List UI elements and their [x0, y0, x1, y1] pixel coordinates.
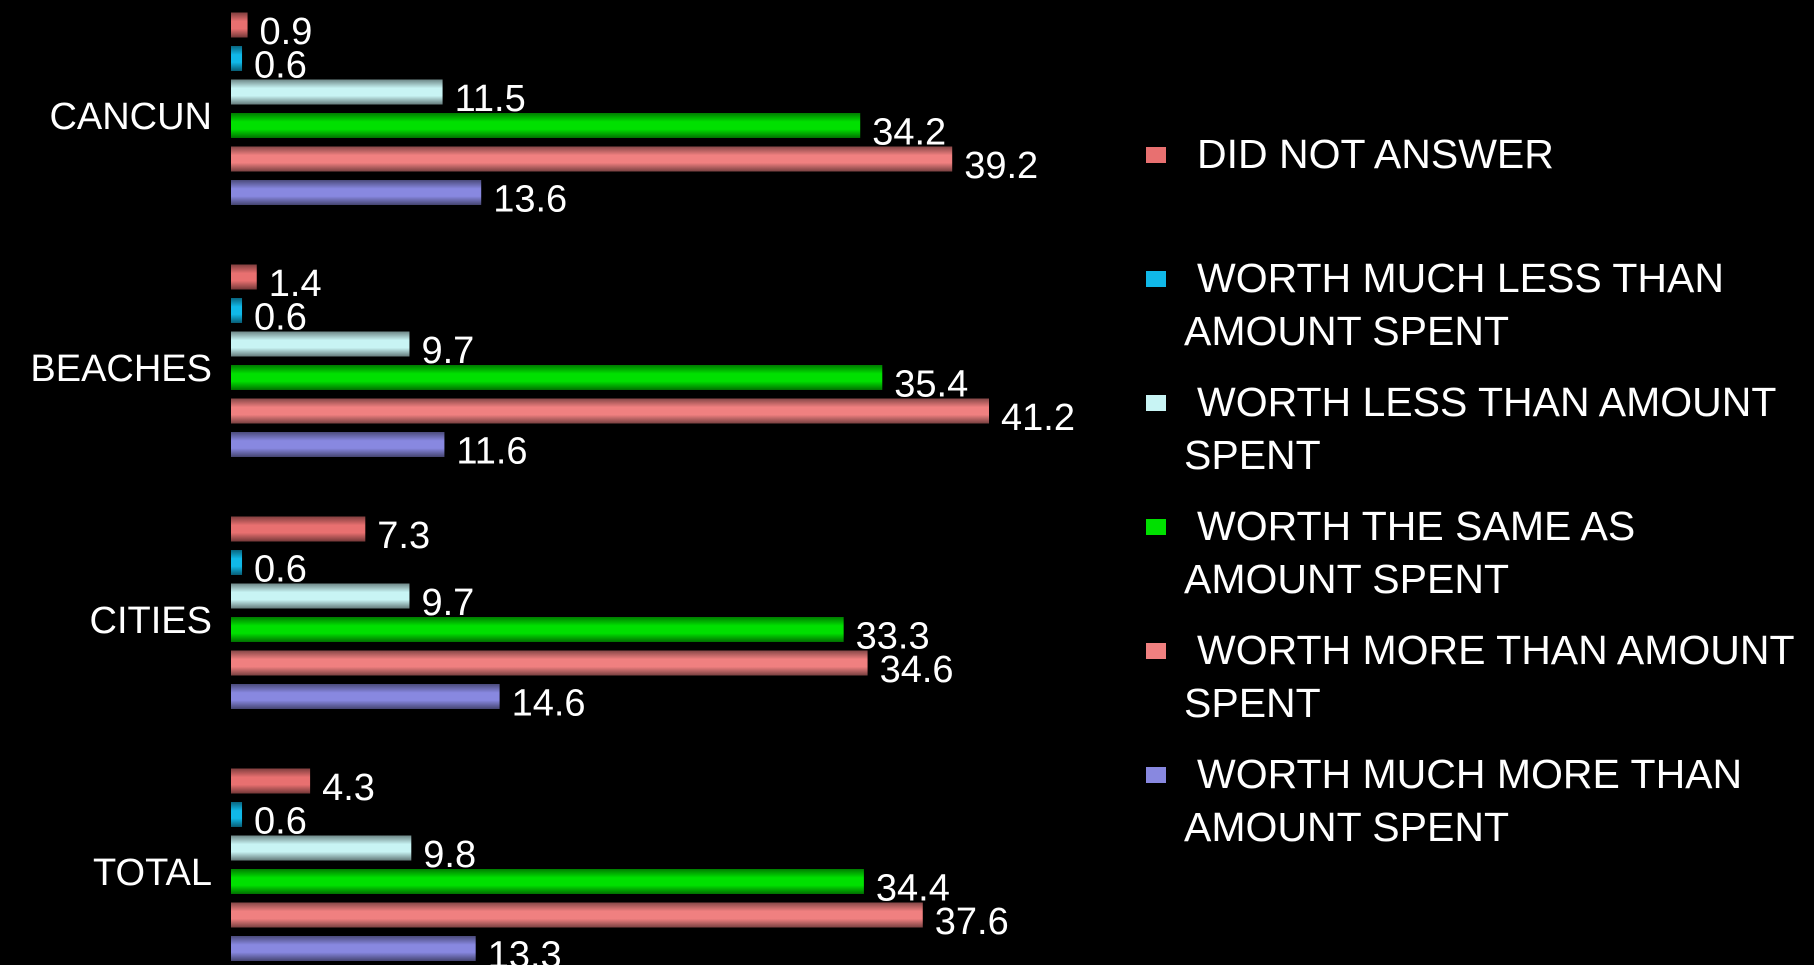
bar [231, 432, 445, 457]
legend-label: WORTH THE SAME AS AMOUNT SPENT [1184, 503, 1636, 602]
bar [231, 768, 311, 794]
value-label: 13.6 [493, 179, 567, 221]
bar [231, 79, 443, 105]
category-label: CANCUN [49, 96, 212, 138]
bar [231, 902, 923, 928]
bar [231, 550, 243, 575]
bar [231, 12, 248, 38]
bar [231, 650, 868, 676]
category-label: TOTAL [93, 852, 212, 894]
bar [231, 46, 243, 71]
legend-label: WORTH MUCH MORE THAN AMOUNT SPENT [1184, 751, 1743, 850]
value-label: 13.3 [488, 935, 562, 965]
value-label: 1.4 [269, 263, 322, 305]
category-label: CITIES [90, 600, 212, 642]
value-label: 37.6 [935, 901, 1009, 943]
legend: DID NOT ANSWER WORTH MUCH LESS THAN AMOUN… [1140, 128, 1810, 872]
bar [231, 113, 861, 138]
bar [231, 298, 243, 323]
value-label: 39.2 [964, 145, 1038, 187]
bar [231, 684, 500, 709]
bar [231, 936, 476, 961]
bar [231, 398, 989, 424]
bar [231, 583, 410, 609]
legend-label: DID NOT ANSWER [1197, 131, 1554, 177]
legend-label: WORTH MUCH LESS THAN AMOUNT SPENT [1184, 255, 1724, 354]
legend-swatch [1146, 643, 1166, 659]
legend-swatch [1146, 395, 1166, 411]
value-label: 4.3 [322, 767, 375, 809]
legend-swatch [1146, 147, 1166, 163]
category-label: BEACHES [30, 348, 212, 390]
legend-item: WORTH LESS THAN AMOUNT SPENT [1140, 376, 1810, 482]
value-label: 34.6 [880, 649, 954, 691]
bar [231, 331, 410, 357]
bar [231, 180, 482, 205]
legend-item: WORTH MUCH LESS THAN AMOUNT SPENT [1140, 252, 1810, 358]
legend-item: DID NOT ANSWER [1140, 128, 1810, 181]
bar [231, 365, 883, 390]
bar [231, 869, 864, 894]
value-label: 33.3 [856, 616, 930, 658]
bar [231, 516, 366, 542]
bar [231, 617, 844, 642]
legend-label: WORTH MORE THAN AMOUNT SPENT [1184, 627, 1794, 726]
value-label: 7.3 [377, 515, 430, 557]
bar [231, 835, 412, 861]
legend-swatch [1146, 767, 1166, 783]
legend-item: WORTH MUCH MORE THAN AMOUNT SPENT [1140, 748, 1810, 854]
legend-swatch [1146, 271, 1166, 287]
value-label: 11.6 [456, 431, 527, 473]
legend-swatch [1146, 519, 1166, 535]
value-label: 41.2 [1001, 397, 1075, 439]
bar [231, 264, 257, 290]
legend-item: WORTH THE SAME AS AMOUNT SPENT [1140, 500, 1810, 606]
legend-item: WORTH MORE THAN AMOUNT SPENT [1140, 624, 1810, 730]
legend-label: WORTH LESS THAN AMOUNT SPENT [1184, 379, 1776, 478]
value-label: 14.6 [512, 683, 586, 725]
bar [231, 146, 953, 172]
value-label: 0.9 [260, 11, 313, 53]
bar [231, 802, 243, 827]
